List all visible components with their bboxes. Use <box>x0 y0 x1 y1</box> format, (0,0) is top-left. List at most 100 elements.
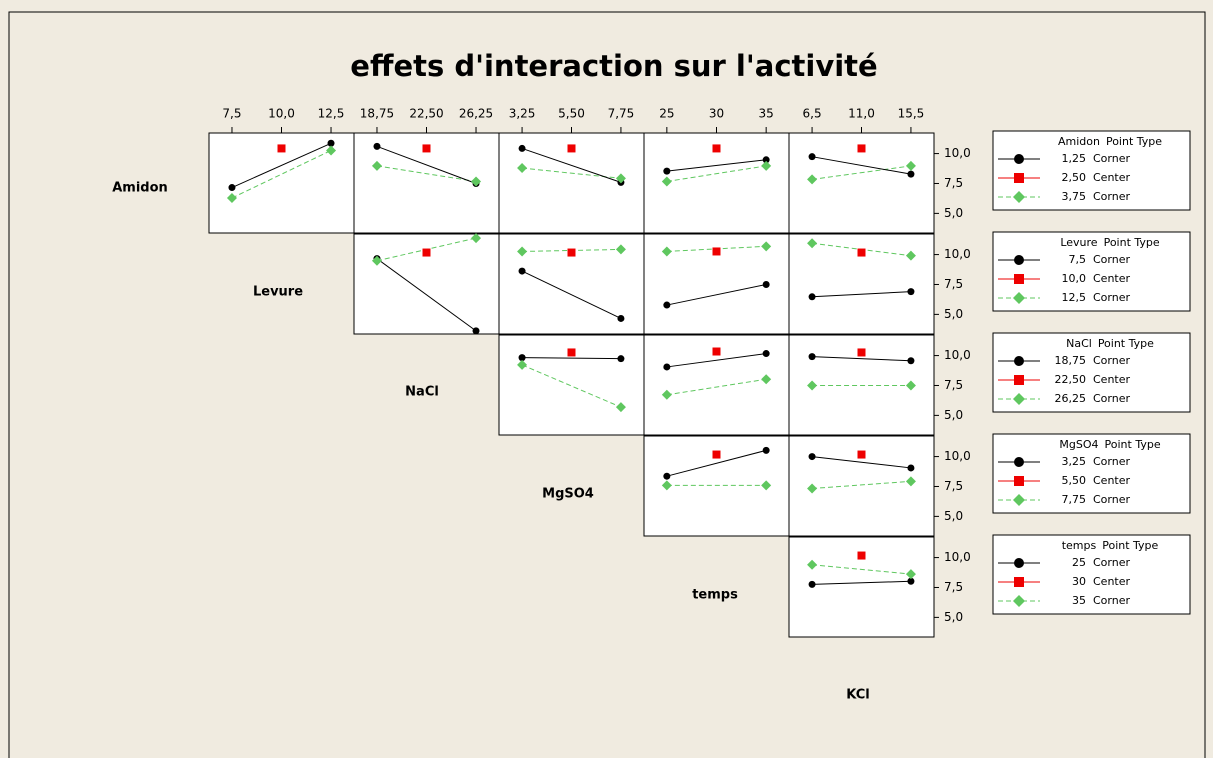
legend-marker <box>1014 577 1024 587</box>
marker <box>807 559 818 570</box>
marker <box>857 450 866 459</box>
marker <box>762 280 770 288</box>
marker <box>226 192 237 203</box>
legend-title-factor: temps <box>1062 539 1097 552</box>
series-line <box>812 564 911 575</box>
series-line <box>666 159 767 172</box>
marker <box>905 160 916 171</box>
y-tick-label: 10,0 <box>944 550 971 564</box>
y-tick-label: 7,5 <box>944 176 963 190</box>
marker <box>326 145 337 156</box>
marker <box>567 348 576 357</box>
legend-level: 7,5 <box>1069 253 1087 266</box>
x-tick-label: 11,0 <box>848 107 875 121</box>
series-line <box>812 480 911 490</box>
y-tick-label: 10,0 <box>944 348 971 362</box>
series-line <box>811 156 912 175</box>
legend-type: Center <box>1093 373 1131 386</box>
marker <box>808 153 816 161</box>
legend-title-factor: Amidon <box>1058 135 1100 148</box>
legend-title-type: Point Type <box>1104 236 1160 249</box>
x-tick-label: 22,50 <box>409 107 443 121</box>
series-line <box>666 165 767 182</box>
marker <box>663 472 671 480</box>
x-tick-label: 25 <box>659 107 674 121</box>
marker <box>857 248 866 257</box>
marker <box>807 483 818 494</box>
legend-type: Corner <box>1093 291 1130 304</box>
legend-level: 12,5 <box>1062 291 1087 304</box>
y-tick-label: 7,5 <box>944 378 963 392</box>
marker <box>907 288 915 296</box>
marker <box>661 480 672 491</box>
marker <box>663 363 671 371</box>
x-tick-label: 30 <box>709 107 724 121</box>
series-line <box>666 378 767 396</box>
legend-title-factor: Levure <box>1060 236 1097 249</box>
marker <box>905 569 916 580</box>
factor-label: MgSO4 <box>542 487 594 502</box>
marker <box>907 357 915 365</box>
x-tick-label: 18,75 <box>360 107 394 121</box>
legend-type: Corner <box>1093 455 1130 468</box>
y-tick-label: 5,0 <box>944 408 963 422</box>
y-tick-label: 7,5 <box>944 580 963 594</box>
y-tick-label: 5,0 <box>944 509 963 523</box>
y-tick-label: 5,0 <box>944 206 963 220</box>
series-line <box>521 364 622 408</box>
legend-type: Corner <box>1093 493 1130 506</box>
legend-marker <box>1014 558 1024 568</box>
legend-type: Corner <box>1093 152 1130 165</box>
marker <box>373 142 381 150</box>
marker <box>808 453 816 461</box>
series-line <box>521 147 622 183</box>
marker <box>518 267 526 275</box>
marker <box>905 380 916 391</box>
series-line <box>812 580 911 585</box>
marker <box>761 374 772 385</box>
marker <box>857 144 866 153</box>
legend-level: 5,50 <box>1062 474 1087 487</box>
legend-title: NaCl Point Type <box>1066 337 1154 350</box>
series-line <box>666 353 767 368</box>
marker <box>808 580 816 588</box>
x-tick-label: 7,75 <box>608 107 635 121</box>
legend-marker <box>1013 393 1025 405</box>
y-tick-label: 10,0 <box>944 247 971 261</box>
marker <box>517 359 528 370</box>
x-tick-label: 5,50 <box>558 107 585 121</box>
marker <box>907 464 915 472</box>
legend-marker <box>1014 255 1024 265</box>
legend-type: Corner <box>1093 354 1130 367</box>
marker <box>617 314 625 322</box>
marker <box>567 248 576 257</box>
y-tick-label: 5,0 <box>944 307 963 321</box>
legend-title-factor: MgSO4 <box>1059 438 1098 451</box>
y-tick-label: 7,5 <box>944 479 963 493</box>
marker <box>517 163 528 174</box>
marker <box>615 402 626 413</box>
marker <box>907 577 915 585</box>
factor-label: NaCl <box>405 385 439 400</box>
legend-title: Levure Point Type <box>1060 236 1160 249</box>
series-line <box>376 258 477 332</box>
series-line <box>231 142 332 189</box>
legend-marker <box>1014 274 1024 284</box>
series-line <box>231 150 332 199</box>
marker <box>808 293 816 301</box>
x-tick-label: 7,5 <box>222 107 241 121</box>
marker <box>661 246 672 257</box>
x-tick-label: 6,5 <box>803 107 822 121</box>
marker <box>518 144 526 152</box>
legend-marker <box>1013 595 1025 607</box>
legend-type: Corner <box>1093 253 1130 266</box>
legend-title: Amidon Point Type <box>1058 135 1162 148</box>
factor-label: Amidon <box>112 181 168 196</box>
marker <box>762 156 770 164</box>
marker <box>807 380 818 391</box>
series-line <box>666 449 767 477</box>
legend-level: 25 <box>1072 556 1086 569</box>
marker <box>371 160 382 171</box>
series-line <box>812 165 911 180</box>
legend-type: Corner <box>1093 594 1130 607</box>
